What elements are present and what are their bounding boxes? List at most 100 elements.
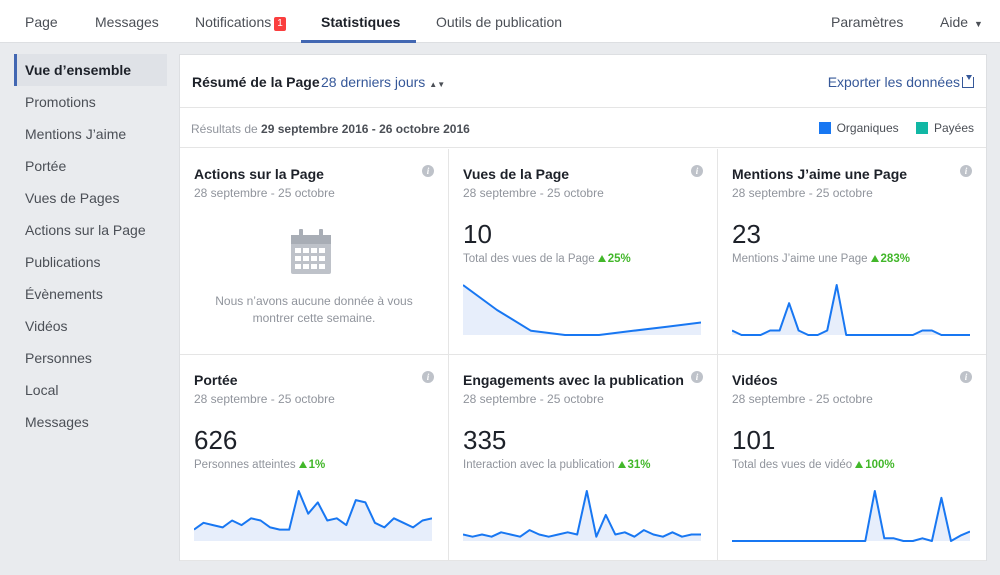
sidebar-item-likes[interactable]: Mentions J’aime — [25, 126, 127, 142]
card-date: 28 septembre - 25 octobre — [194, 392, 335, 406]
metric-subtitle-label: Total des vues de vidéo — [732, 459, 853, 471]
nav-help-label: Aide — [940, 14, 969, 30]
metric-subtitle-label: Personnes atteintes — [194, 459, 296, 471]
legend-swatch-organic — [818, 122, 831, 134]
metric-subtitle-label: Mentions J’aime une Page — [732, 253, 868, 265]
up-arrow-icon — [617, 461, 626, 468]
export-data-link[interactable]: Exporter les données — [828, 74, 974, 90]
card-reach[interactable]: Portée 28 septembre - 25 octobre i 626 P… — [180, 355, 449, 561]
card-title: Engagements avec la publication — [463, 372, 684, 388]
legend-organic-label: Organiques — [836, 121, 899, 135]
caret-down-icon: ▼ — [974, 19, 983, 29]
metrics-grid: Actions sur la Page 28 septembre - 25 oc… — [180, 149, 986, 561]
legend-organic: Organiques — [818, 121, 899, 135]
nav-messages[interactable]: Messages — [95, 14, 159, 30]
sidebar-item-page-actions[interactable]: Actions sur la Page — [25, 222, 146, 238]
metric-change-value: 25% — [607, 253, 631, 265]
info-icon[interactable]: i — [691, 371, 703, 383]
results-range: 29 septembre 2016 - 26 octobre 2016 — [261, 122, 470, 136]
sparkline-line — [463, 490, 701, 538]
card-title: Mentions J’aime une Page — [732, 166, 908, 182]
period-label: 28 derniers jours — [321, 74, 426, 90]
card-page-actions[interactable]: Actions sur la Page 28 septembre - 25 oc… — [180, 149, 449, 355]
sparkline-chart — [732, 284, 970, 336]
info-icon[interactable]: i — [422, 371, 434, 383]
sparkline-line — [732, 490, 970, 542]
nav-publishing-tools[interactable]: Outils de publication — [436, 14, 563, 30]
sidebar-item-events[interactable]: Évènements — [25, 286, 103, 302]
nav-notifications-label: Notifications — [195, 14, 272, 30]
sparkline-chart — [194, 490, 432, 541]
info-icon[interactable]: i — [960, 165, 972, 177]
metric-subtitle: Mentions J’aime une Page 283% — [732, 253, 910, 265]
metric-change: 25% — [597, 253, 631, 265]
metric-change-value: 1% — [308, 459, 326, 471]
sidebar-item-local[interactable]: Local — [25, 382, 59, 398]
legend-swatch-paid — [915, 122, 928, 134]
card-post-engagement[interactable]: Engagements avec la publication 28 septe… — [449, 355, 718, 561]
sidebar-item-promotions[interactable]: Promotions — [25, 94, 96, 110]
up-arrow-icon — [597, 255, 606, 262]
active-tab-indicator — [301, 40, 416, 43]
export-label: Exporter les données — [827, 74, 960, 90]
download-icon — [962, 75, 974, 88]
card-page-views[interactable]: Vues de la Page 28 septembre - 25 octobr… — [449, 149, 718, 355]
metric-change-value: 100% — [865, 459, 895, 471]
card-date: 28 septembre - 25 octobre — [463, 392, 604, 406]
sparkline-chart — [732, 490, 970, 542]
metric-change: 31% — [617, 459, 651, 471]
sparkline-line — [194, 490, 432, 531]
legend-paid: Payées — [915, 121, 974, 135]
nav-insights[interactable]: Statistiques — [321, 14, 401, 30]
nav-help[interactable]: Aide ▼ — [940, 14, 983, 30]
card-date: 28 septembre - 25 octobre — [732, 186, 873, 200]
period-selector[interactable]: 28 derniers jours ▲▼ — [321, 74, 445, 90]
nav-notifications[interactable]: Notifications 1 — [195, 14, 286, 31]
metric-value: 626 — [194, 425, 238, 455]
up-arrow-icon — [855, 461, 864, 468]
up-down-caret-icon: ▲▼ — [429, 80, 446, 89]
card-page-likes[interactable]: Mentions J’aime une Page 28 septembre - … — [718, 149, 986, 355]
info-icon[interactable]: i — [422, 165, 434, 177]
sidebar: Vue d’ensemble Promotions Mentions J’aim… — [14, 54, 167, 438]
info-icon[interactable]: i — [691, 165, 703, 177]
nav-settings[interactable]: Paramètres — [831, 14, 904, 30]
sidebar-item-reach[interactable]: Portée — [25, 158, 67, 174]
metric-value: 335 — [463, 425, 507, 455]
sparkline-line — [732, 284, 970, 336]
card-date: 28 septembre - 25 octobre — [194, 186, 335, 200]
panel-header: Résumé de la Page 28 derniers jours ▲▼ Ex… — [180, 55, 986, 108]
metric-subtitle-label: Interaction avec la publication — [463, 459, 615, 471]
sidebar-item-videos[interactable]: Vidéos — [25, 318, 68, 334]
page-summary-panel: Résumé de la Page 28 derniers jours ▲▼ Ex… — [179, 54, 987, 561]
metric-subtitle: Total des vues de la Page 25% — [463, 253, 631, 265]
card-videos[interactable]: Vidéos 28 septembre - 25 octobre i 101 T… — [718, 355, 986, 561]
metric-subtitle: Personnes atteintes 1% — [194, 459, 325, 471]
sidebar-item-overview[interactable]: Vue d’ensemble — [14, 54, 167, 86]
card-title: Vues de la Page — [463, 166, 570, 182]
info-icon[interactable]: i — [960, 371, 972, 383]
card-title: Actions sur la Page — [194, 166, 324, 182]
results-range-text: Résultats de 29 septembre 2016 - 26 octo… — [191, 122, 470, 136]
nav-page[interactable]: Page — [25, 14, 58, 30]
results-bar: Résultats de 29 septembre 2016 - 26 octo… — [180, 108, 986, 148]
metric-change: 1% — [298, 459, 326, 471]
up-arrow-icon — [870, 255, 879, 262]
calendar-icon — [291, 229, 331, 274]
card-title: Portée — [194, 372, 238, 388]
sparkline-area — [732, 491, 970, 541]
sidebar-item-posts[interactable]: Publications — [25, 254, 101, 270]
sidebar-item-messages[interactable]: Messages — [25, 414, 89, 430]
metric-subtitle: Total des vues de vidéo 100% — [732, 459, 895, 471]
sparkline-area — [463, 285, 701, 335]
sidebar-item-page-views[interactable]: Vues de Pages — [25, 190, 120, 206]
metric-change-value: 31% — [627, 459, 651, 471]
sidebar-item-people[interactable]: Personnes — [25, 350, 92, 366]
results-prefix: Résultats de — [191, 122, 258, 136]
summary-title: Résumé de la Page — [192, 74, 320, 90]
metric-value: 101 — [732, 425, 776, 455]
sparkline-area — [194, 491, 432, 541]
metric-subtitle-label: Total des vues de la Page — [463, 253, 595, 265]
sparkline-line — [463, 284, 701, 336]
metric-subtitle: Interaction avec la publication 31% — [463, 459, 651, 471]
